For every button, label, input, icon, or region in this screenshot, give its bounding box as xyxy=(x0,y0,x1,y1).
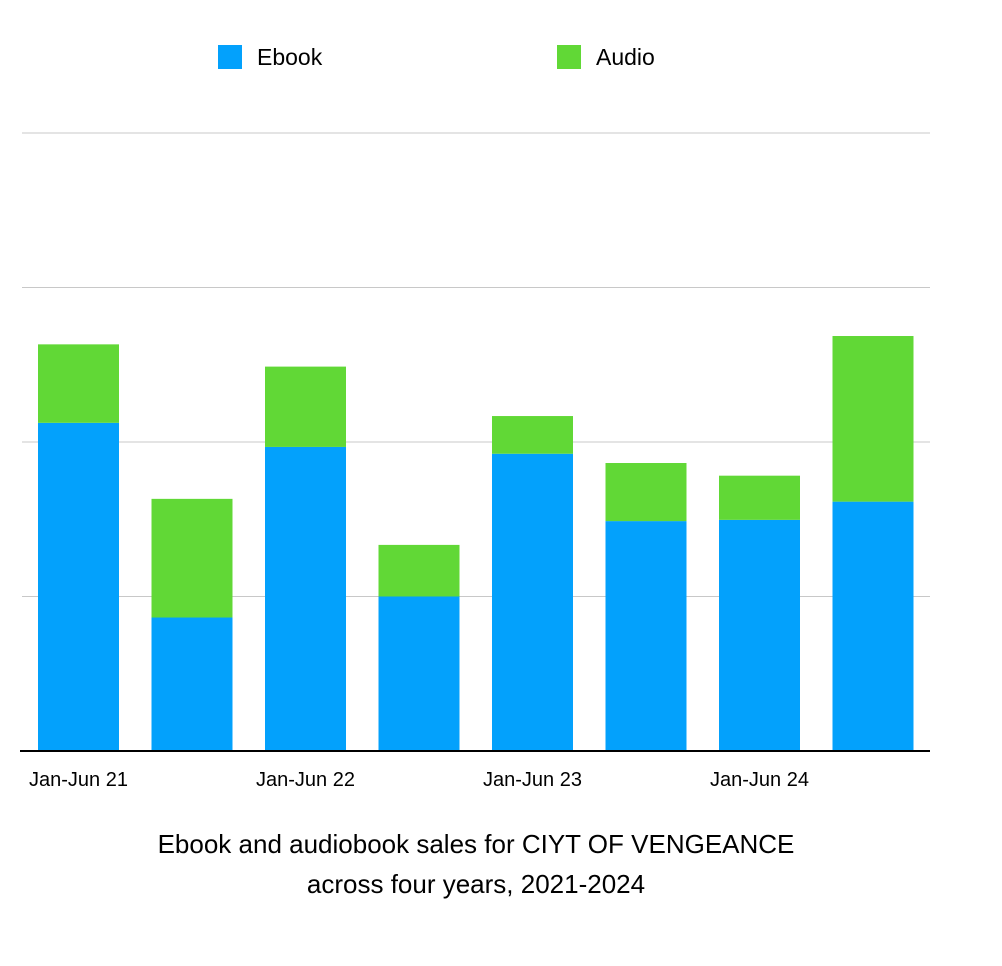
caption-line-1: Ebook and audiobook sales for CIYT OF VE… xyxy=(157,829,795,859)
legend-label-ebook: Ebook xyxy=(257,44,323,70)
legend-item-ebook: Ebook xyxy=(218,44,322,70)
bar-ebook-3 xyxy=(378,596,460,751)
x-tick-label: Jan-Jun 21 xyxy=(29,769,128,791)
bar-audio-6 xyxy=(719,475,800,520)
bar-ebook-7 xyxy=(832,501,914,751)
legend-swatch-audio xyxy=(557,45,581,69)
legend-item-audio: Audio xyxy=(557,44,655,70)
x-tick-label: Jan-Jun 23 xyxy=(483,769,582,791)
x-tick-label: Jan-Jun 24 xyxy=(710,769,809,791)
bar-ebook-6 xyxy=(719,519,800,751)
bar-audio-7 xyxy=(832,336,914,502)
bar-audio-1 xyxy=(151,498,233,618)
bar-ebook-0 xyxy=(38,422,119,751)
bar-audio-3 xyxy=(378,544,460,597)
bar-ebook-2 xyxy=(265,446,346,751)
legend-swatch-ebook xyxy=(218,45,242,69)
bar-audio-5 xyxy=(605,463,687,522)
bar-ebook-1 xyxy=(151,617,233,751)
x-tick-labels: Jan-Jun 21 Jan-Jun 22 Jan-Jun 23 Jan-Jun 24 xyxy=(29,769,809,791)
bar-audio-4 xyxy=(492,416,573,454)
bars xyxy=(38,336,914,751)
chart-caption: Ebook and audiobook sales for CIYT OF VE… xyxy=(0,824,952,904)
bar-audio-0 xyxy=(38,344,119,423)
bar-ebook-5 xyxy=(605,521,687,751)
bar-audio-2 xyxy=(265,366,346,447)
bar-ebook-4 xyxy=(492,453,573,751)
x-tick-label: Jan-Jun 22 xyxy=(256,769,355,791)
caption-line-2: across four years, 2021-2024 xyxy=(306,869,646,899)
legend-label-audio: Audio xyxy=(596,44,655,70)
